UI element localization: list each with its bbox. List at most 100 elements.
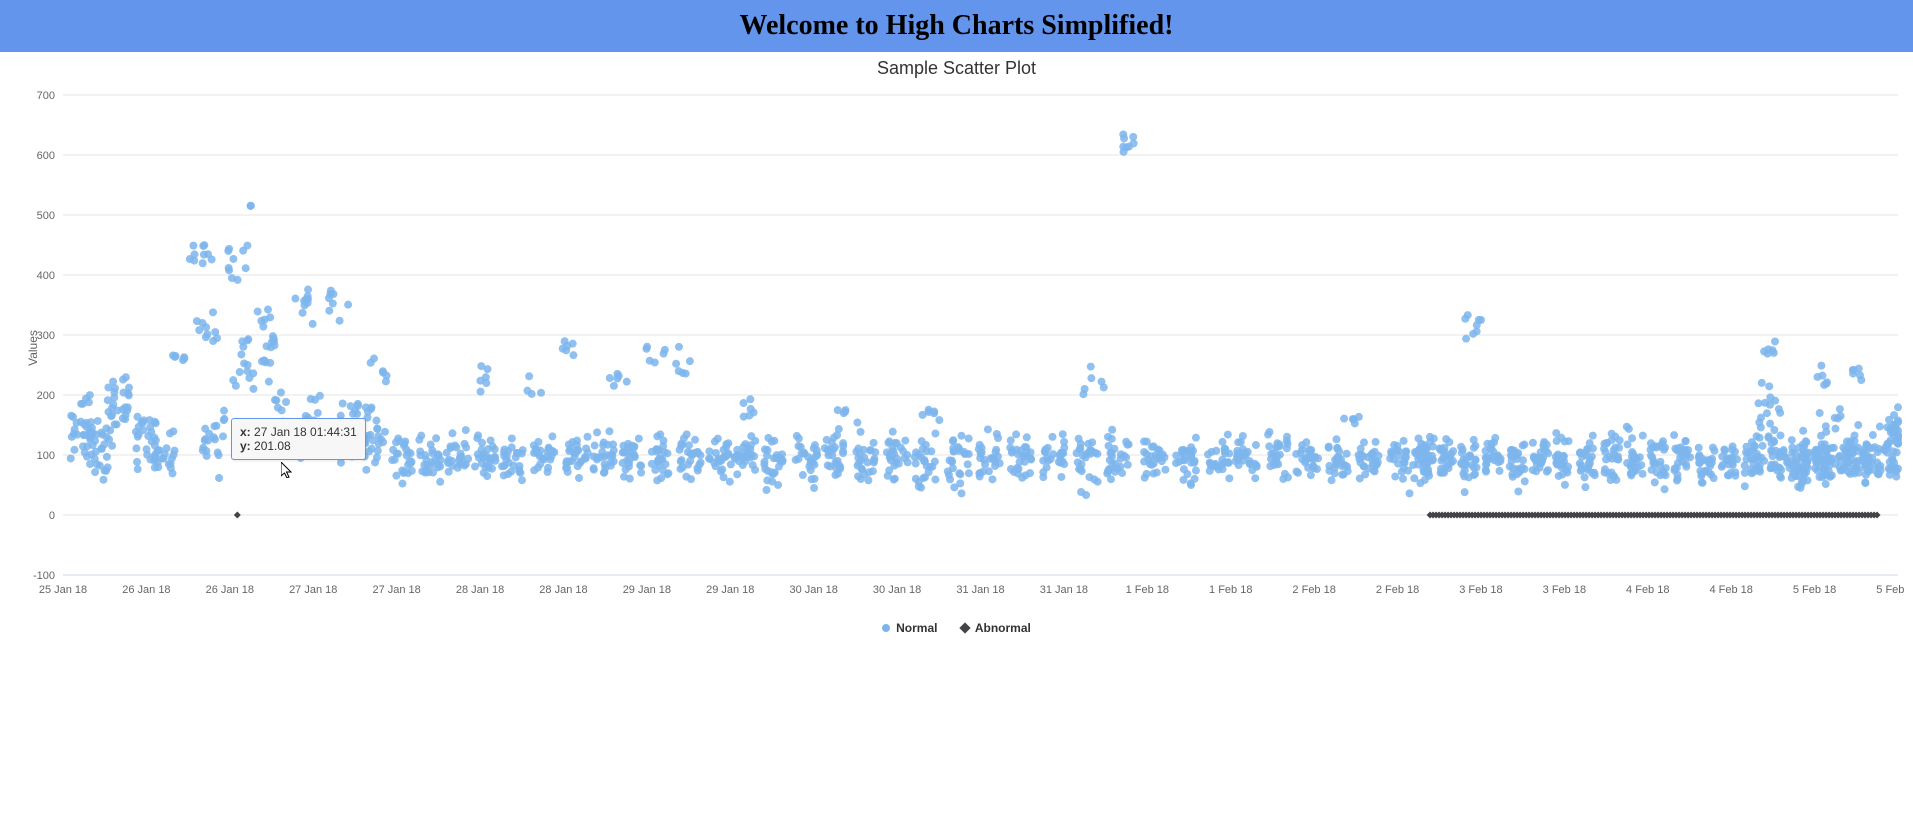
data-point[interactable] [68,433,76,441]
data-point[interactable] [604,441,612,449]
data-point[interactable] [1759,442,1767,450]
data-point[interactable] [1359,453,1367,461]
data-point[interactable] [955,469,963,477]
data-point[interactable] [626,475,634,483]
data-point[interactable] [760,461,768,469]
data-point[interactable] [946,475,954,483]
data-point[interactable] [1603,439,1611,447]
data-point[interactable] [711,438,719,446]
data-point[interactable] [1466,453,1474,461]
data-point[interactable] [91,468,99,476]
data-point[interactable] [1821,440,1829,448]
data-point[interactable] [1370,467,1378,475]
data-point[interactable] [1614,456,1622,464]
data-point[interactable] [546,456,554,464]
data-point[interactable] [229,255,237,263]
data-point-abnormal[interactable] [234,512,241,519]
data-point[interactable] [1265,442,1273,450]
data-point[interactable] [965,434,973,442]
data-point[interactable] [1093,450,1101,458]
data-point[interactable] [1087,374,1095,382]
data-point[interactable] [1098,378,1106,386]
data-point[interactable] [854,445,862,453]
data-point[interactable] [104,408,112,416]
data-point[interactable] [336,317,344,325]
data-point[interactable] [436,478,444,486]
data-point[interactable] [508,434,516,442]
data-point[interactable] [1697,472,1705,480]
data-point[interactable] [697,459,705,467]
data-point[interactable] [237,350,245,358]
data-point[interactable] [949,437,957,445]
data-point[interactable] [1826,455,1834,463]
data-point[interactable] [1042,445,1050,453]
data-point[interactable] [1764,350,1772,358]
data-point[interactable] [1854,421,1862,429]
data-point[interactable] [1876,423,1884,431]
data-point[interactable] [1507,451,1515,459]
data-point[interactable] [420,461,428,469]
data-point[interactable] [1720,446,1728,454]
data-point[interactable] [1861,478,1869,486]
data-point[interactable] [1495,467,1503,475]
data-point[interactable] [1161,466,1169,474]
data-point[interactable] [210,422,218,430]
data-point[interactable] [1671,445,1679,453]
data-point[interactable] [1057,473,1065,481]
data-point[interactable] [209,337,217,345]
data-point[interactable] [720,446,728,454]
data-point[interactable] [705,447,713,455]
data-point[interactable] [479,454,487,462]
data-point[interactable] [866,446,874,454]
data-point[interactable] [763,452,771,460]
data-point[interactable] [1357,445,1365,453]
data-point[interactable] [1206,467,1214,475]
data-point[interactable] [478,439,486,447]
data-point[interactable] [1887,429,1895,437]
data-point[interactable] [1847,447,1855,455]
data-point[interactable] [372,417,380,425]
data-point[interactable] [1788,436,1796,444]
data-point[interactable] [1856,371,1864,379]
data-point[interactable] [134,465,142,473]
data-point[interactable] [1610,473,1618,481]
data-point[interactable] [89,441,97,449]
data-point[interactable] [1535,456,1543,464]
data-point[interactable] [83,453,91,461]
data-point[interactable] [606,374,614,382]
data-point[interactable] [407,449,415,457]
data-point[interactable] [559,345,567,353]
data-point[interactable] [1439,454,1447,462]
data-point[interactable] [1639,432,1647,440]
data-point[interactable] [478,446,486,454]
data-point[interactable] [750,409,758,417]
data-point[interactable] [1828,444,1836,452]
data-point[interactable] [483,472,491,480]
data-point[interactable] [772,454,780,462]
data-point[interactable] [605,427,613,435]
data-point[interactable] [1333,455,1341,463]
data-point[interactable] [1125,143,1133,151]
data-point[interactable] [994,434,1002,442]
data-point[interactable] [813,446,821,454]
data-point[interactable] [593,428,601,436]
data-point[interactable] [462,426,470,434]
data-point[interactable] [1839,444,1847,452]
data-point[interactable] [835,425,843,433]
data-point[interactable] [747,441,755,449]
data-point[interactable] [1252,441,1260,449]
data-point[interactable] [1742,443,1750,451]
data-point[interactable] [598,448,606,456]
data-point[interactable] [834,406,842,414]
data-point[interactable] [103,453,111,461]
data-point[interactable] [1153,469,1161,477]
data-point[interactable] [1390,455,1398,463]
data-point[interactable] [1886,471,1894,479]
data-point[interactable] [119,376,127,384]
data-point[interactable] [1264,431,1272,439]
data-point[interactable] [950,483,958,491]
data-point[interactable] [831,443,839,451]
data-point[interactable] [1301,458,1309,466]
data-point[interactable] [675,343,683,351]
data-point[interactable] [889,428,897,436]
